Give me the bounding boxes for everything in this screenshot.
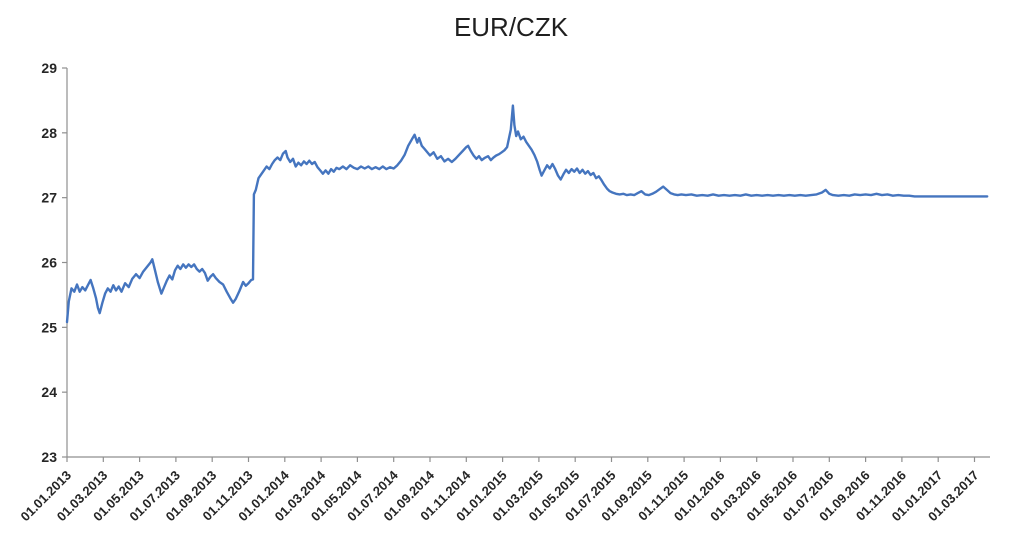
y-axis-tick-label: 25: [41, 319, 57, 335]
y-axis-tick-label: 29: [41, 60, 57, 76]
y-axis: 23 24 25 26 27 28 29: [41, 60, 68, 465]
y-axis-tick-label: 23: [41, 449, 57, 465]
plot-series: [65, 104, 989, 324]
series-line-eur-czk: [65, 104, 989, 324]
y-axis-tick-label: 24: [41, 384, 57, 400]
chart-title: EUR/CZK: [454, 12, 569, 42]
y-axis-tick-label: 28: [41, 125, 57, 141]
x-axis: 01.01.201301.03.201301.05.201301.07.2013…: [17, 456, 990, 524]
y-axis-tick-label: 27: [41, 190, 57, 206]
y-axis-tick-label: 26: [41, 255, 57, 271]
